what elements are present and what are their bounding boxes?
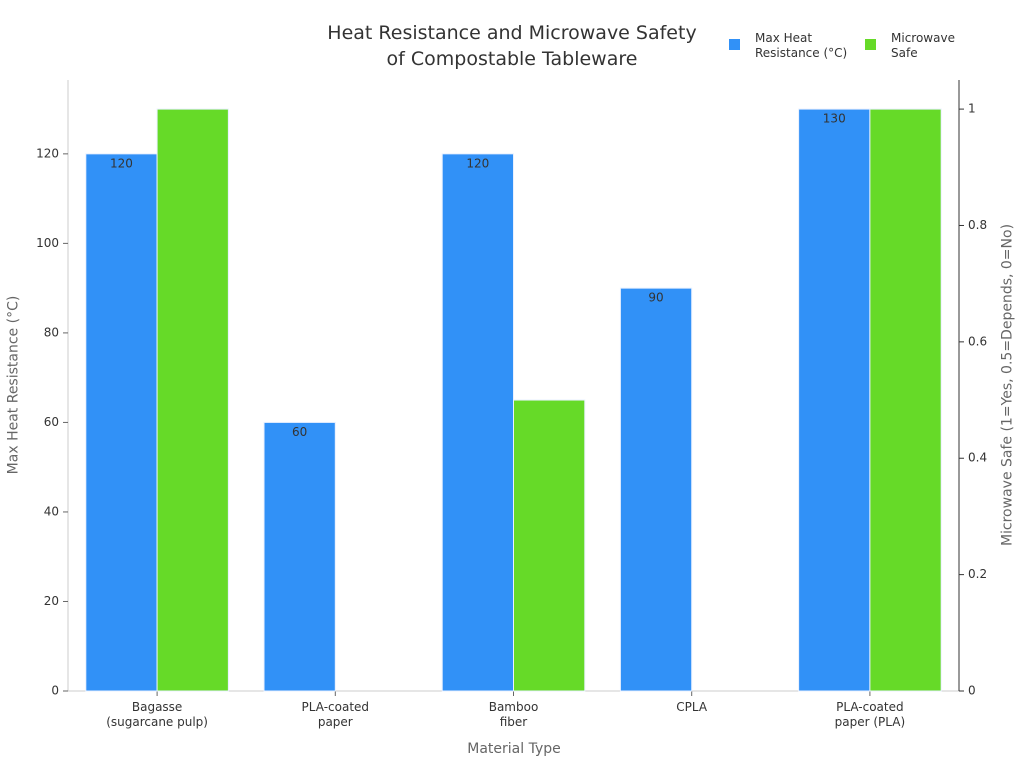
data-label: 90 xyxy=(648,291,663,305)
data-label: 120 xyxy=(110,156,133,170)
y2-tick-label: 0.4 xyxy=(968,451,987,465)
y2-tick-label: 0.6 xyxy=(968,334,987,348)
y2-tick-label: 0 xyxy=(968,684,976,698)
y2-tick-label: 0.8 xyxy=(968,218,987,232)
data-label: 120 xyxy=(466,156,489,170)
x-tick-label: Bamboo fiber xyxy=(488,700,539,729)
legend-label: Microwave Safe xyxy=(891,31,955,60)
bar xyxy=(156,108,229,692)
x-tick-label: PLA-coated paper (PLA) xyxy=(834,700,906,729)
data-label: 130 xyxy=(823,112,846,126)
chart-title: Heat Resistance and Microwave Safety of … xyxy=(327,22,697,70)
bar xyxy=(869,108,942,692)
legend-label: Max Heat Resistance (°C) xyxy=(755,31,848,60)
y-tick-label: 20 xyxy=(44,594,59,608)
x-tick-label: CPLA xyxy=(676,700,708,714)
y-tick-label: 0 xyxy=(51,684,59,698)
bar xyxy=(85,153,158,692)
y-tick-label: 40 xyxy=(44,504,59,518)
y2-axis-title: Microwave Safe (1=Yes, 0.5=Depends, 0=No… xyxy=(999,223,1016,547)
bar xyxy=(513,399,586,692)
x-tick-label: PLA-coated paper xyxy=(301,700,370,729)
legend-swatch xyxy=(865,39,876,50)
y2-tick-label: 0.2 xyxy=(968,567,987,581)
y-tick-label: 120 xyxy=(36,146,59,160)
y-tick-label: 100 xyxy=(36,236,59,250)
x-tick-label: Bagasse (sugarcane pulp) xyxy=(106,700,208,729)
x-axis-title: Material Type xyxy=(467,741,561,757)
bar xyxy=(441,153,514,692)
bar xyxy=(619,287,693,692)
bar xyxy=(263,421,336,692)
legend-swatch xyxy=(729,39,740,50)
y-axis-title: Max Heat Resistance (°C) xyxy=(5,295,22,475)
bar xyxy=(798,108,871,692)
y2-tick-label: 1 xyxy=(968,102,976,116)
y-tick-label: 80 xyxy=(44,325,59,339)
y-tick-label: 60 xyxy=(44,415,59,429)
data-label: 60 xyxy=(292,425,307,439)
